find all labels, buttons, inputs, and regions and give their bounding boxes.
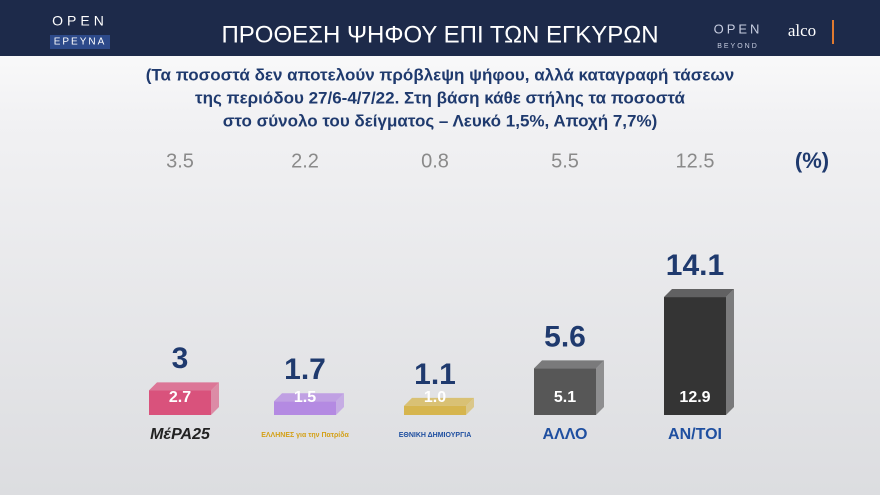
previous-value: 0.8 <box>421 150 449 172</box>
category-label: ΕΘΝΙΚΗ ΔΗΜΙΟΥΡΓΙΑ <box>399 432 472 439</box>
logo-box <box>50 35 110 49</box>
bar <box>404 405 466 415</box>
unit-label: (%) <box>795 148 829 173</box>
bar-top <box>664 289 734 298</box>
headline-value: 1.7 <box>284 353 326 386</box>
headline-value: 14.1 <box>666 249 724 282</box>
logo-sub: BEYOND <box>717 43 759 50</box>
bar <box>534 368 596 415</box>
logo-sub: ΕΡΕΥΝΑ <box>54 37 107 48</box>
header-bar <box>0 0 880 56</box>
subtitle-line: στο σύνολο του δείγματος – Λευκό 1,5%, Α… <box>223 111 657 130</box>
headline-value: 1.1 <box>414 358 456 391</box>
partner-divider <box>832 20 834 44</box>
chart-title: ΠΡΟΘΕΣΗ ΨΗΦΟΥ ΕΠΙ ΤΩΝ ΕΓΚΥΡΩΝ <box>221 21 658 48</box>
category-label: ΑΝ/ΤΟΙ <box>668 426 722 443</box>
partner-logo: alco <box>788 21 816 40</box>
bar-side <box>466 397 474 415</box>
headline-value: 5.6 <box>544 320 586 353</box>
previous-value: 3.5 <box>166 150 194 172</box>
subtitle-line: της περιόδου 27/6-4/7/22. Στη βάση κάθε … <box>195 88 686 107</box>
bar-value-label: 2.7 <box>169 389 191 406</box>
bar-top <box>149 382 219 391</box>
bar-value-label: 1.5 <box>294 389 316 406</box>
headline-value: 3 <box>172 342 189 375</box>
logo: OPEN <box>714 21 763 36</box>
bar <box>274 401 336 415</box>
bar-value-label: 5.1 <box>554 389 576 406</box>
previous-value: 12.5 <box>676 150 715 172</box>
bar-side <box>211 382 219 415</box>
bar-top <box>404 397 474 406</box>
subtitle: (Τα ποσοστά δεν αποτελούν πρόβλεψη ψήφου… <box>146 65 734 130</box>
previous-value: 5.5 <box>551 150 579 172</box>
category-label: ΕΛΛΗΝΕΣ για την Πατρίδα <box>261 432 349 439</box>
bar-side <box>336 393 344 415</box>
bar-side <box>596 360 604 415</box>
subtitle-line: (Τα ποσοστά δεν αποτελούν πρόβλεψη ψήφου… <box>146 65 734 84</box>
bar-side <box>726 289 734 415</box>
category-label: ΜέΡΑ25 <box>150 426 211 443</box>
bar-top <box>274 393 344 402</box>
bar <box>664 297 726 415</box>
bar <box>149 390 211 415</box>
logo: OPEN <box>52 13 108 29</box>
bar-value-label: 1.0 <box>424 389 446 406</box>
category-label: ΑΛΛΟ <box>543 426 588 443</box>
bar-value-label: 12.9 <box>679 389 710 406</box>
previous-value: 2.2 <box>291 150 319 172</box>
bar-top <box>534 360 604 369</box>
